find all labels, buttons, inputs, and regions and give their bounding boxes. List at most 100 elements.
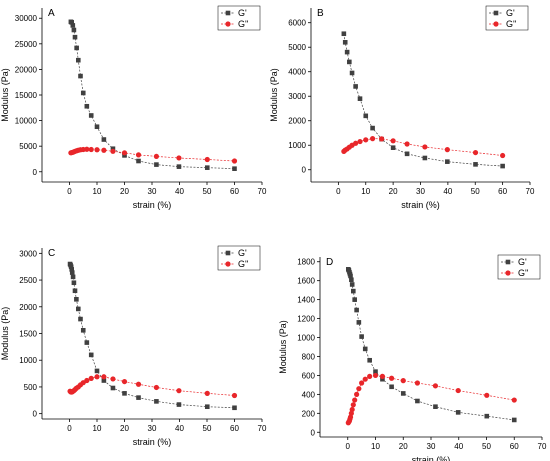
data-point-g-double-prime [88, 146, 94, 153]
data-point-g-prime [80, 327, 86, 333]
y-tick-label: 2500 [19, 276, 37, 285]
x-tick-label: 20 [120, 187, 129, 196]
y-tick-label: 20000 [15, 65, 38, 74]
x-tick-label: 30 [148, 424, 157, 433]
data-point-g-prime [78, 73, 83, 79]
data-point-g-double-prime [231, 392, 238, 399]
data-point-g-prime [390, 145, 396, 150]
data-point-g-prime [74, 297, 79, 302]
legend: G'G'' [497, 254, 541, 280]
data-point-g-double-prime [511, 397, 517, 403]
x-tick-label: 0 [67, 424, 72, 433]
data-point-g-double-prime [388, 375, 395, 381]
data-point-g-prime [433, 404, 438, 409]
data-point-g-prime [122, 391, 127, 396]
y-tick-label: 500 [24, 383, 38, 392]
data-point-g-double-prime [101, 147, 107, 153]
data-point-g-prime [349, 70, 355, 76]
data-point-g-double-prime [444, 147, 450, 153]
legend-label: G'' [506, 19, 517, 29]
y-tick-label: 1200 [297, 315, 315, 324]
data-point-g-prime [367, 357, 372, 363]
data-point-g-prime [342, 40, 348, 45]
legend-box [217, 5, 261, 31]
legend-marker-square [505, 259, 511, 265]
data-point-g-double-prime [84, 377, 90, 384]
data-point-g-double-prime [135, 381, 142, 387]
data-point-g-prime [232, 166, 237, 171]
data-point-g-double-prime [353, 140, 359, 146]
x-tick-label: 0 [67, 187, 72, 196]
data-point-g-double-prime [153, 384, 159, 391]
y-tick-label: 2000 [19, 303, 37, 312]
data-point-g-prime [363, 113, 369, 119]
legend-label: G' [518, 257, 527, 267]
legend-label: G'' [238, 259, 249, 269]
data-point-g-prime [389, 384, 394, 390]
data-point-g-prime [76, 57, 81, 63]
legend-marker-square [493, 10, 499, 16]
panel-d: 0 10 20 30 40 50 60 70 0 200 400 600 800 1000 1200 1400… [278, 254, 547, 461]
x-tick-label: 70 [258, 424, 267, 433]
data-point-g-prime [110, 385, 116, 391]
data-point-g-double-prime [379, 373, 386, 379]
panel-letter: D [326, 257, 333, 268]
y-tick-label: 1000 [288, 141, 306, 150]
data-point-g-prime [380, 376, 385, 382]
data-point-g-double-prime [121, 378, 128, 385]
data-point-g-prime [72, 288, 78, 294]
legend-box [217, 245, 261, 271]
data-point-g-double-prime [432, 383, 439, 389]
x-tick-label: 70 [538, 442, 547, 451]
data-point-g-prime [76, 306, 81, 312]
data-point-g-prime [354, 307, 359, 313]
data-point-g-double-prime [349, 406, 355, 413]
data-point-g-double-prime [372, 372, 379, 379]
data-point-g-double-prime [414, 380, 421, 386]
x-tick-label: 40 [175, 424, 184, 433]
data-point-g-double-prime [231, 158, 238, 164]
data-point-g-prime [347, 59, 352, 65]
x-tick-label: 30 [416, 187, 425, 196]
data-point-g-prime [69, 267, 74, 272]
y-tick-label: 25000 [15, 40, 38, 49]
series-line-g-double-prime [348, 375, 515, 423]
data-point-g-double-prime [176, 155, 182, 161]
data-point-g-prime [359, 334, 364, 339]
data-point-g-double-prime [352, 397, 358, 403]
data-point-g-double-prime [359, 380, 365, 386]
data-point-g-prime [500, 163, 505, 169]
x-tick-label: 0 [346, 442, 351, 451]
data-point-g-double-prime [367, 373, 373, 379]
data-point-g-prime [136, 395, 141, 400]
panel-letter: A [48, 8, 55, 19]
data-point-g-prime [101, 137, 107, 142]
data-point-g-prime [94, 124, 100, 130]
x-tick-label: 60 [510, 442, 519, 451]
legend-marker-square [225, 10, 231, 16]
data-point-g-double-prime [363, 137, 369, 143]
y-axis-label: Modulus (Pa) [269, 68, 279, 122]
data-point-g-prime [71, 280, 77, 286]
legend-label: G' [238, 8, 247, 18]
data-point-g-double-prime [135, 152, 142, 158]
y-tick-label: 1000 [297, 334, 315, 343]
data-point-g-prime [88, 352, 94, 358]
x-axis-label: strain (%) [401, 200, 440, 210]
data-point-g-prime [484, 413, 490, 419]
data-point-g-prime [349, 277, 354, 283]
data-point-g-prime [69, 270, 75, 275]
legend-label: G'' [518, 268, 529, 278]
y-tick-label: 1800 [297, 258, 315, 267]
series-line-g-prime [69, 263, 235, 409]
data-point-g-prime [78, 316, 83, 322]
data-point-g-double-prime [204, 390, 210, 396]
data-point-g-double-prime [484, 392, 490, 398]
data-point-g-prime [101, 378, 107, 383]
data-point-g-double-prime [356, 386, 362, 392]
x-tick-label: 70 [526, 187, 535, 196]
x-tick-label: 30 [148, 187, 157, 196]
data-point-g-prime [204, 165, 210, 170]
data-point-g-double-prime [84, 146, 90, 152]
